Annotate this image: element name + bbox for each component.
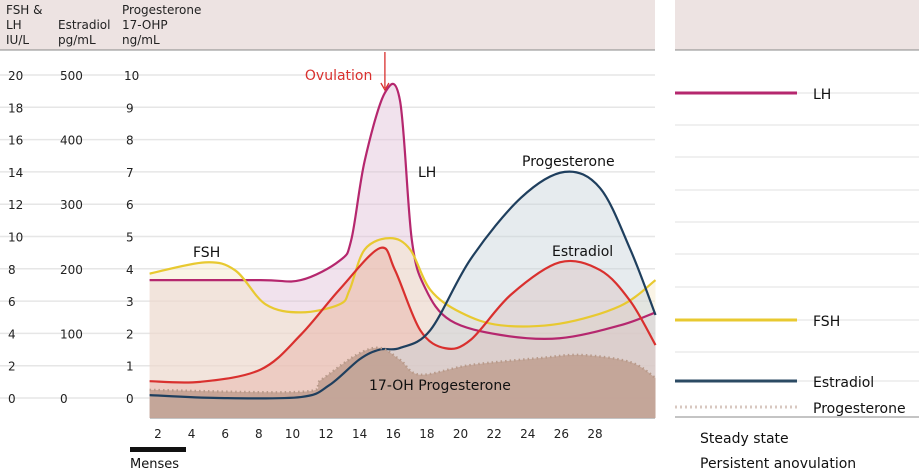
axis-column-label: LH <box>6 18 22 32</box>
line-e2 <box>149 246 657 384</box>
curve-label-fsh: FSH <box>193 245 220 261</box>
legend: LH FSH Estradiol Progesterone Steady state Pe… <box>675 87 906 470</box>
y-tick-label: 1 <box>126 360 134 374</box>
x-tick-label: 24 <box>520 427 535 441</box>
curve-label-prog: Progesterone <box>522 154 615 170</box>
legend-label: FSH <box>813 314 840 330</box>
line-lh <box>149 82 656 340</box>
axis-column-label: pg/mL <box>58 33 96 47</box>
y-tick-label: 6 <box>8 295 16 309</box>
gridlines <box>0 74 919 419</box>
legend-label: Estradiol <box>813 375 874 391</box>
y-tick-label: 500 <box>60 69 83 83</box>
y-tick-label: 100 <box>60 327 83 341</box>
y-tick-label: 7 <box>126 166 134 180</box>
legend-header-band <box>675 0 919 50</box>
line-ohp <box>149 346 657 394</box>
y-tick-label: 2 <box>126 327 134 341</box>
axis-column-label: FSH & <box>6 3 43 17</box>
x-tick-label: 26 <box>554 427 569 441</box>
y-tick-label: 14 <box>8 166 23 180</box>
axis-column-label: 17-OHP <box>122 18 168 32</box>
series-areas <box>149 83 656 418</box>
axis-column-label: ng/mL <box>122 33 160 47</box>
tick-labels: 0246810121416182001002003004005000123456… <box>8 69 603 441</box>
x-tick-label: 4 <box>188 427 196 441</box>
series-lines <box>149 82 657 400</box>
y-tick-label: 12 <box>8 198 23 212</box>
area-ohp <box>149 347 656 418</box>
y-tick-label: 200 <box>60 263 83 277</box>
area-lh <box>149 83 656 418</box>
curve-labels: LH FSH Estradiol Progesterone 17-OH Progeste… <box>193 154 615 394</box>
legend-label: Progesterone <box>813 401 906 417</box>
y-tick-label: 400 <box>60 134 83 148</box>
header-band <box>0 0 655 50</box>
y-tick-label: 18 <box>8 101 23 115</box>
x-tick-label: 14 <box>352 427 367 441</box>
y-tick-label: 20 <box>8 69 23 83</box>
x-tick-label: 2 <box>154 427 162 441</box>
legend-note: Persistent anovulation <box>700 456 856 470</box>
curve-label-lh: LH <box>418 165 436 181</box>
x-tick-label: 16 <box>386 427 401 441</box>
y-tick-label: 4 <box>126 263 134 277</box>
y-tick-label: 2 <box>8 360 16 374</box>
y-tick-label: 4 <box>8 327 16 341</box>
y-tick-label: 6 <box>126 198 134 212</box>
y-tick-label: 8 <box>126 134 134 148</box>
legend-note: Steady state <box>700 431 789 447</box>
menses-label: Menses <box>130 457 179 470</box>
y-tick-label: 0 <box>126 392 134 406</box>
y-tick-label: 0 <box>8 392 16 406</box>
y-tick-label: 16 <box>8 134 23 148</box>
annotations: Ovulation Menses <box>130 52 390 470</box>
y-tick-label: 10 <box>124 69 139 83</box>
ovulation-arrowhead-icon <box>380 82 390 92</box>
y-tick-label: 300 <box>60 198 83 212</box>
x-tick-label: 28 <box>587 427 602 441</box>
x-tick-label: 12 <box>318 427 333 441</box>
area-prog <box>149 171 656 418</box>
x-tick-label: 8 <box>255 427 263 441</box>
ovulation-label: Ovulation <box>305 68 372 84</box>
curve-label-e2: Estradiol <box>552 244 613 260</box>
line-prog <box>149 170 657 400</box>
line-fsh <box>149 237 657 328</box>
y-tick-label: 5 <box>126 231 134 245</box>
x-tick-label: 18 <box>419 427 434 441</box>
legend-label: LH <box>813 87 831 103</box>
x-tick-label: 20 <box>453 427 468 441</box>
y-tick-label: 9 <box>126 101 134 115</box>
curve-label-ohp: 17-OH Progesterone <box>369 378 511 394</box>
x-tick-label: 22 <box>487 427 502 441</box>
y-tick-label: 8 <box>8 263 16 277</box>
x-tick-label: 10 <box>285 427 300 441</box>
y-tick-label: 10 <box>8 231 23 245</box>
y-tick-label: 3 <box>126 295 134 309</box>
axis-column-label: Estradiol <box>58 18 110 32</box>
menses-bar <box>130 447 186 452</box>
y-tick-label: 0 <box>60 392 68 406</box>
x-tick-label: 6 <box>221 427 229 441</box>
axis-column-label: IU/L <box>6 33 29 47</box>
axis-column-label: Progesterone <box>122 3 201 17</box>
